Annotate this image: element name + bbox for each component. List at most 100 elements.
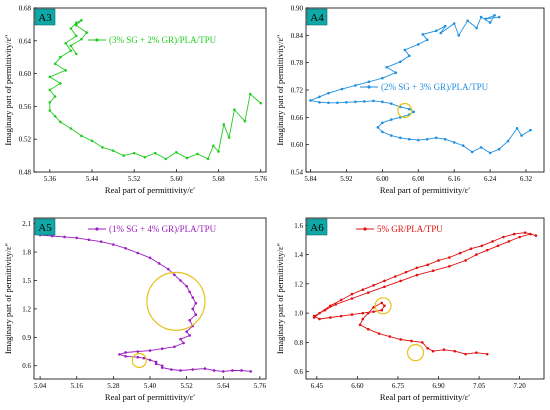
data-point <box>381 76 384 80</box>
x-tick-label: 5.36 <box>44 175 57 183</box>
data-point <box>182 341 185 345</box>
data-point <box>479 15 483 19</box>
data-point <box>160 364 164 368</box>
data-point <box>367 80 371 84</box>
data-point <box>136 251 140 255</box>
x-tick-label: 5.76 <box>254 382 267 390</box>
data-point <box>188 290 191 294</box>
data-point <box>372 284 375 287</box>
data-point <box>318 101 321 104</box>
data-point <box>416 43 420 46</box>
data-point <box>452 141 456 144</box>
series-line <box>48 19 261 160</box>
data-point <box>329 304 332 308</box>
y-tick-label: 0.78 <box>291 59 304 67</box>
data-point <box>366 327 370 331</box>
data-point <box>416 138 420 142</box>
x-tick-label: 5.76 <box>255 175 268 183</box>
data-point <box>457 34 460 37</box>
data-point <box>185 284 188 288</box>
data-point <box>185 330 188 333</box>
data-point <box>361 311 365 315</box>
legend-label: (3% SG + 2% GR)/PLA/TPU <box>109 35 217 45</box>
data-point <box>329 316 332 319</box>
data-point <box>194 301 198 305</box>
data-point <box>350 297 354 300</box>
data-point <box>99 240 103 243</box>
panel-tag-label: A5 <box>38 222 52 234</box>
data-point <box>426 263 430 267</box>
data-point <box>191 296 195 299</box>
data-point <box>148 256 152 260</box>
data-point <box>101 146 104 149</box>
data-point <box>124 354 127 358</box>
data-point <box>318 311 321 315</box>
data-point <box>136 355 140 359</box>
data-point <box>372 310 375 313</box>
data-point <box>175 151 178 154</box>
data-point <box>243 119 247 123</box>
data-point <box>53 95 57 98</box>
panel-tag <box>306 218 328 236</box>
data-point <box>480 244 484 248</box>
data-point <box>518 235 521 239</box>
data-point <box>403 48 407 52</box>
x-tick-label: 6.60 <box>351 382 364 390</box>
legend-label: (1% SG + 4% GR)/PLA/TPU <box>109 224 217 234</box>
data-point <box>191 307 195 311</box>
y-tick-label: 2.1 <box>22 220 31 228</box>
panel-tag <box>34 8 56 26</box>
x-tick-label: 5.92 <box>340 175 353 183</box>
highlight-circle <box>131 352 147 369</box>
data-point <box>529 232 532 236</box>
data-point <box>336 101 339 105</box>
data-point <box>452 22 456 25</box>
data-point <box>59 55 62 59</box>
highlight-circle <box>146 271 206 331</box>
x-tick-label: 5.40 <box>144 382 157 390</box>
data-point <box>231 369 234 372</box>
plot-frame <box>33 217 267 380</box>
data-point <box>167 267 170 271</box>
data-point <box>188 334 191 337</box>
data-point <box>188 318 191 322</box>
data-point <box>399 136 402 140</box>
data-point <box>380 301 384 305</box>
data-point <box>497 15 501 19</box>
data-point <box>485 352 489 356</box>
data-point <box>520 134 523 137</box>
data-point <box>48 109 52 112</box>
data-point <box>415 266 419 270</box>
data-point <box>206 157 210 161</box>
y-tick-label: 0.66 <box>291 114 304 122</box>
data-point <box>448 256 451 259</box>
data-point <box>74 23 78 27</box>
data-point <box>160 347 164 350</box>
data-point <box>372 99 375 103</box>
data-point <box>53 62 57 66</box>
data-point <box>453 349 457 353</box>
y-axis-label: Imaginary part of permittivity/ε″ <box>3 34 13 146</box>
data-point <box>507 240 511 243</box>
y-tick-label: 0.60 <box>19 70 32 78</box>
data-point <box>132 151 136 155</box>
x-tick-label: 5.52 <box>128 175 141 183</box>
data-point <box>354 84 357 87</box>
y-tick-label: 1.2 <box>294 280 303 288</box>
x-tick-label: 6.75 <box>392 382 405 390</box>
data-point <box>523 231 527 234</box>
data-point <box>350 292 354 296</box>
data-point <box>443 137 447 141</box>
legend-label: 5% GR/PLA/TPU <box>377 224 443 234</box>
series-line <box>313 232 537 355</box>
x-tick-label: 5.68 <box>212 175 225 183</box>
data-point <box>534 234 538 237</box>
y-axis-label: Imaginary part of permittivity/ε″ <box>3 242 13 354</box>
data-point <box>203 367 207 370</box>
data-point <box>217 150 220 153</box>
data-point <box>381 130 384 134</box>
data-point <box>64 69 67 72</box>
data-point <box>69 44 73 48</box>
panel-a4: 5.84 5.92 6.00 6.08 6.16 6.24 6.32 0.54 0.60 0.66… <box>275 5 545 195</box>
